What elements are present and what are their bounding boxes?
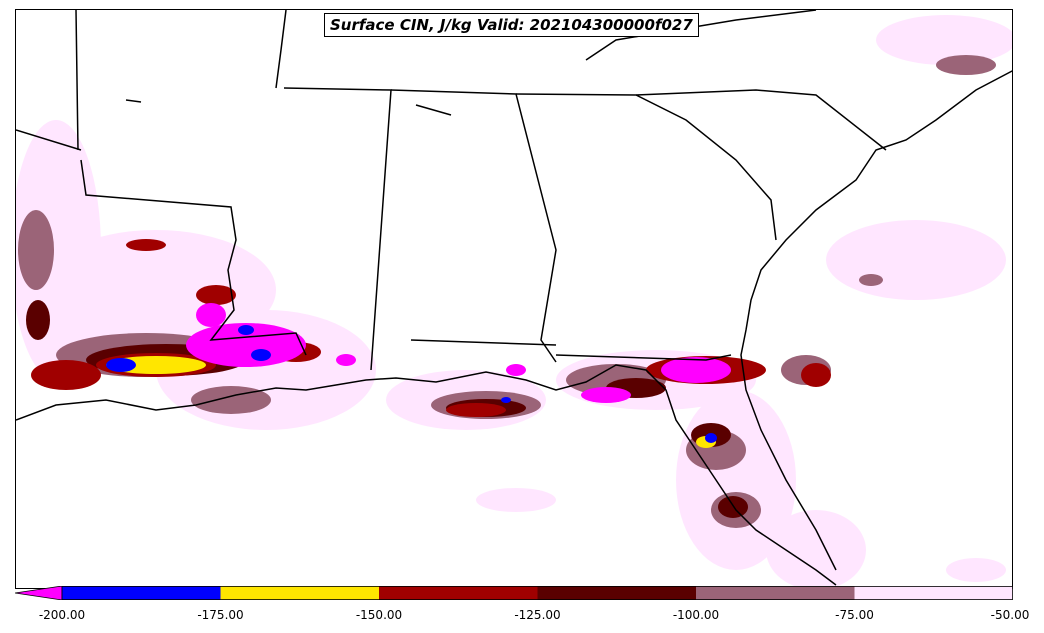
- cin-shade-light-pink: [16, 15, 1012, 588]
- map-title: Surface CIN, J/kg Valid: 202104300000f02…: [324, 13, 699, 37]
- colorbar-segment-yellow: [220, 586, 379, 600]
- colorbar-tick-label: -75.00: [835, 608, 874, 622]
- colorbar-segment-dark-red: [537, 586, 696, 600]
- map-panel: [15, 9, 1013, 589]
- cin-shade-blue: [106, 325, 717, 443]
- colorbar-segment-light-pink: [854, 586, 1013, 600]
- colorbar-segment-blue: [62, 586, 221, 600]
- colorbar-tick-label: -100.00: [672, 608, 720, 622]
- colorbar-segment-red: [379, 586, 538, 600]
- cin-map: [16, 10, 1012, 588]
- colorbar-extend-min: [15, 586, 63, 600]
- colorbar-segment-mauve: [696, 586, 855, 600]
- colorbar-tick-label: -200.00: [38, 608, 86, 622]
- colorbar-tick-label: -50.00: [990, 608, 1030, 622]
- colorbar: [15, 586, 1013, 600]
- colorbar-tick-label: -125.00: [514, 608, 561, 622]
- colorbar-tick-label: -150.00: [355, 608, 403, 622]
- boundaries: [16, 10, 1012, 586]
- colorbar-tick-label: -175.00: [197, 608, 244, 622]
